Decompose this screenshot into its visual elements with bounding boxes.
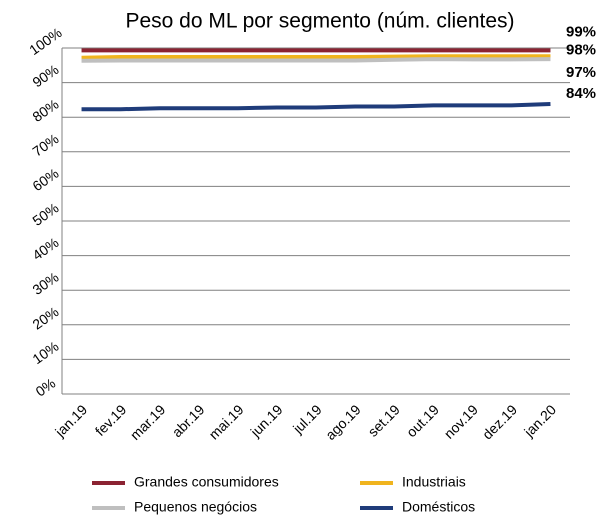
legend-label: Grandes consumidores [134,474,279,490]
series-line [81,102,551,112]
series-line [81,54,551,60]
end-label: 99% [566,23,596,40]
series-line [81,57,551,63]
chart-title: Peso do ML por segmento (núm. clientes) [125,10,514,33]
end-label: 84% [566,85,596,102]
end-label: 98% [566,41,596,58]
legend-label: Industriais [402,474,466,490]
legend-label: Domésticos [402,499,475,515]
end-label: 97% [566,64,596,81]
legend-label: Pequenos negócios [134,499,257,515]
